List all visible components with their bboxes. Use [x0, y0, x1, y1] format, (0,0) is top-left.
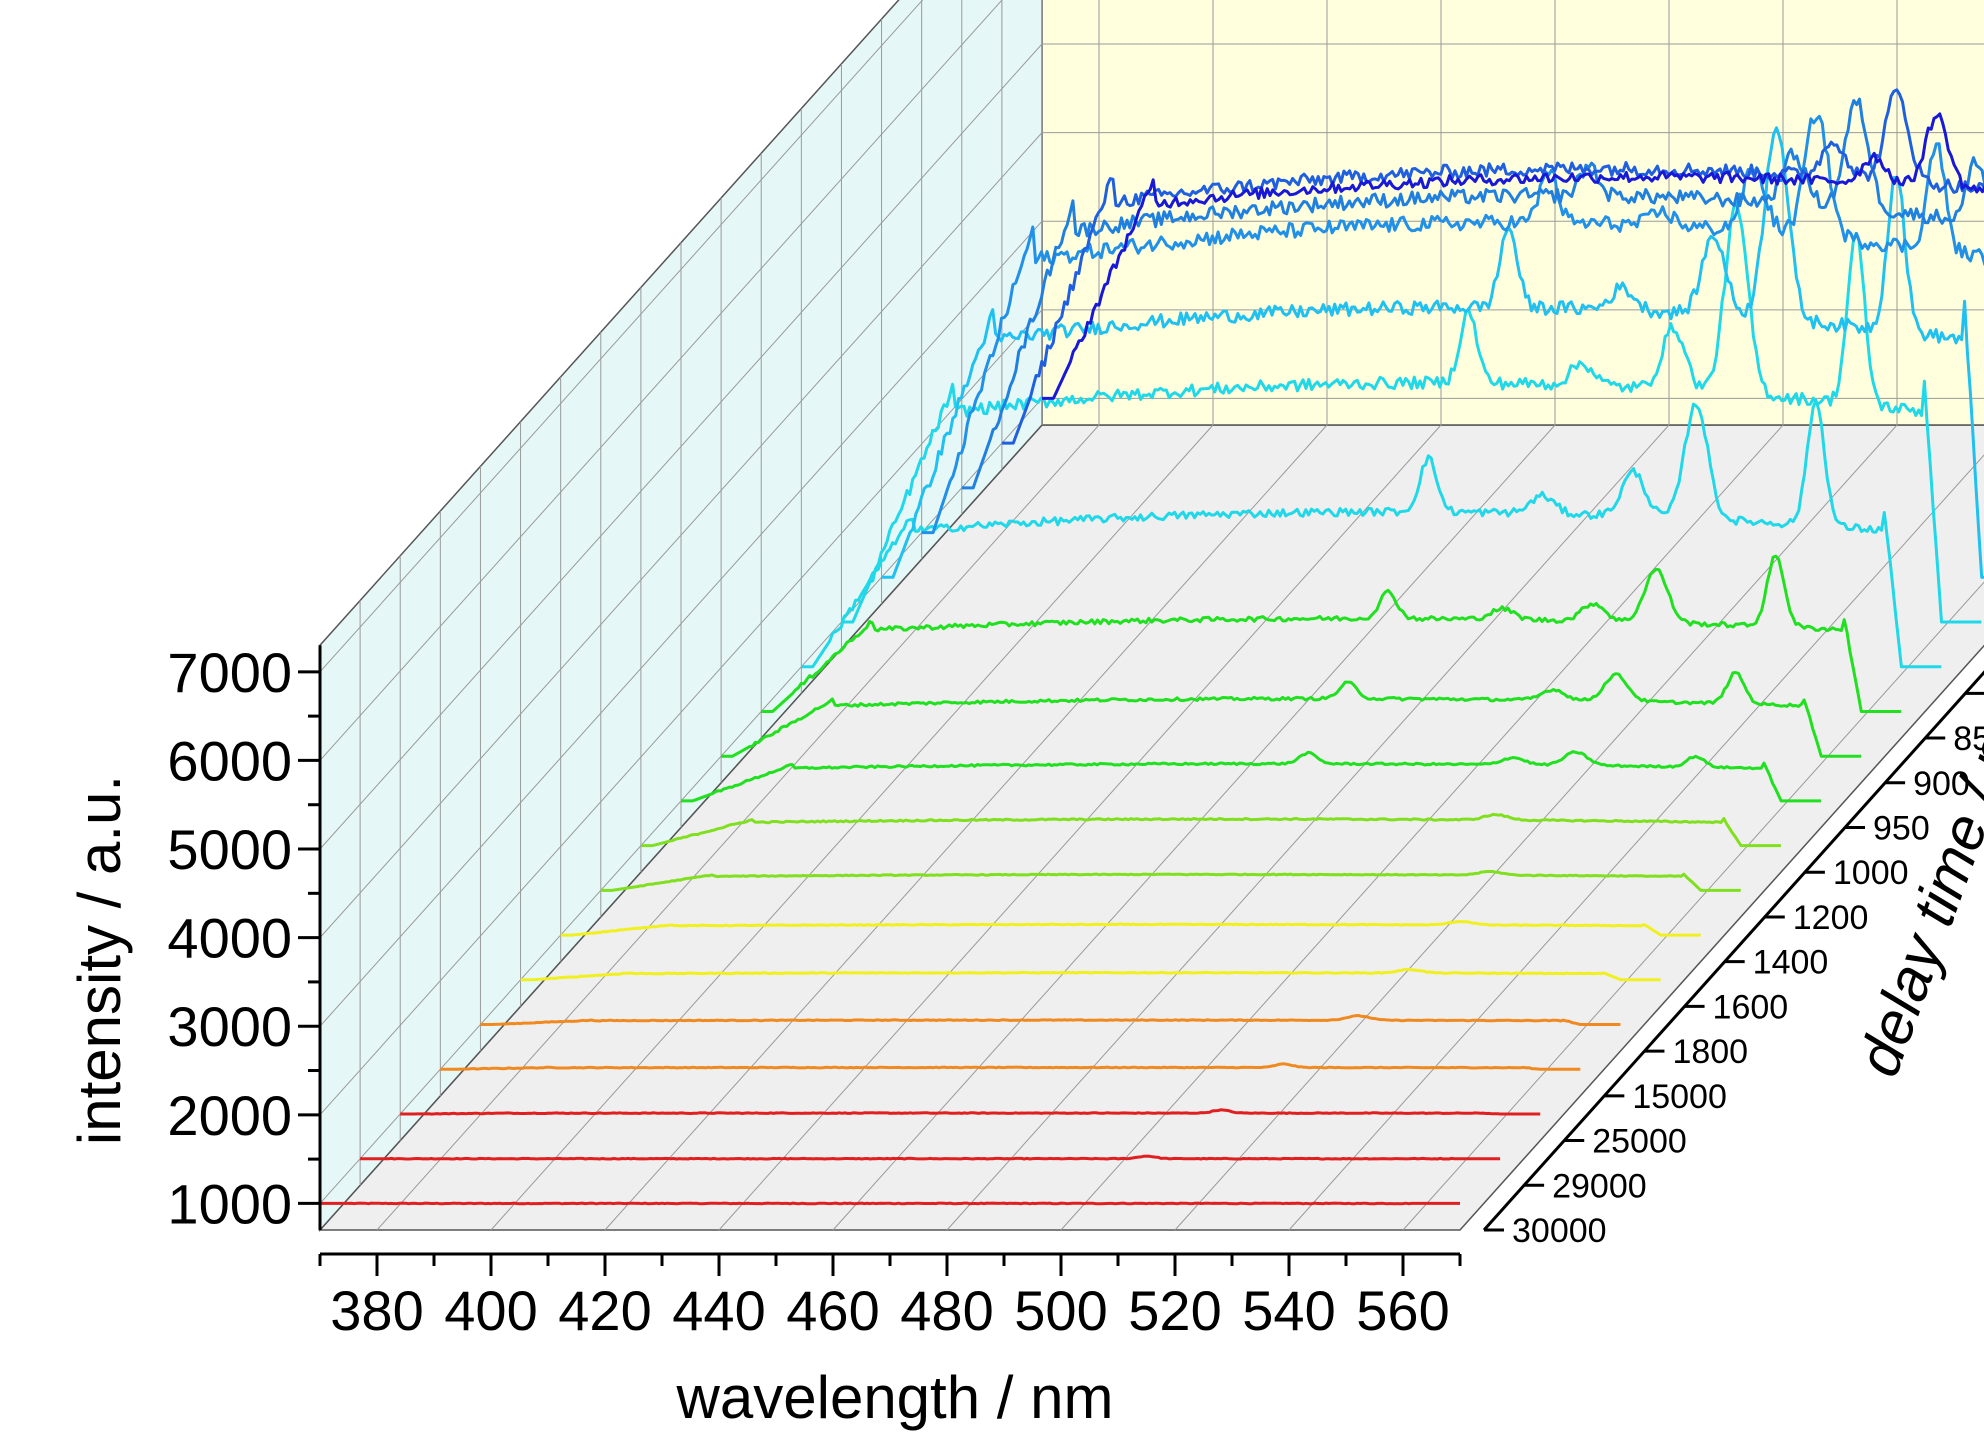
x-tick-label: 560 [1356, 1279, 1449, 1342]
y-tick-label: 2000 [167, 1084, 292, 1147]
floor-gridline [1402, 581, 1984, 1231]
z-tick-label: 1600 [1713, 988, 1789, 1026]
trace-delay-650 [921, 114, 1984, 535]
floor-gridline [718, 424, 1442, 1231]
axes [298, 645, 1984, 1276]
trace-delay-950 [681, 750, 1821, 803]
x-axis-title: wavelength / nm [676, 1364, 1114, 1431]
y-axis-title: intensity / a.u. [66, 775, 133, 1145]
y-tick-label: 7000 [167, 641, 292, 704]
y-tick-label: 3000 [167, 995, 292, 1058]
trace-fill-1200 [601, 872, 1741, 917]
z-tick-label: 900 [1913, 765, 1970, 803]
y-tick-label: 1000 [167, 1172, 292, 1235]
x-tick-label: 420 [558, 1279, 651, 1342]
z-tick-label: 15000 [1632, 1078, 1727, 1116]
spectra-traces [320, 88, 1984, 1230]
x-tick-label: 400 [444, 1279, 537, 1342]
z-tick-label: 1800 [1672, 1033, 1748, 1071]
z-tick-label: 1000 [1833, 854, 1909, 892]
z-tick-label: 850 [1953, 720, 1984, 758]
trace-delay-1400 [560, 920, 1701, 937]
x-tick-label: 440 [672, 1279, 765, 1342]
trace-delay-850 [761, 554, 1902, 713]
trace-delay-1800 [480, 1014, 1621, 1026]
y-tick-label: 4000 [167, 907, 292, 970]
x-tick-label: 380 [330, 1279, 423, 1342]
trace-delay-1600 [520, 967, 1661, 982]
z-tick-label: 29000 [1552, 1167, 1647, 1205]
trace-delay-15000 [440, 1062, 1581, 1071]
trace-fill-1400 [561, 922, 1701, 962]
trace-delay-900 [721, 671, 1862, 758]
z-tick-label: 950 [1873, 810, 1930, 848]
z-tick-label: 1400 [1753, 944, 1829, 982]
floor-gridline [832, 424, 1556, 1231]
floor-gridline [1060, 424, 1784, 1231]
trace-fill-29000 [360, 1156, 1500, 1185]
z-tick-label: 1200 [1793, 899, 1869, 937]
z-tick-label: 30000 [1512, 1212, 1607, 1250]
floor-gridline [490, 424, 1214, 1231]
x-tick-label: 520 [1128, 1279, 1221, 1342]
trace-delay-25000 [400, 1108, 1541, 1116]
x-tick-label: 480 [900, 1279, 993, 1342]
trace-delay-800 [801, 398, 1942, 669]
trace-delay-700 [881, 126, 1984, 579]
floor-gridline [376, 424, 1100, 1231]
y-tick-label: 6000 [167, 729, 292, 792]
floor-gridline [604, 424, 1328, 1231]
tick-labels: 1000 2000 3000 4000 5000 6000 7000 380 400 420 440… [167, 641, 1984, 1342]
trace-delay-500 [1042, 112, 1984, 400]
x-tick-label: 540 [1242, 1279, 1335, 1342]
trace-delay-30000 [320, 1201, 1460, 1206]
y-tick-label: 5000 [167, 818, 292, 881]
trace-delay-1000 [640, 812, 1781, 848]
trace-delay-29000 [360, 1154, 1501, 1161]
trace-fill-30000 [320, 1203, 1460, 1230]
trace-delay-1200 [600, 870, 1741, 892]
trace-delay-550 [1001, 88, 1984, 445]
floor-gridline [946, 424, 1670, 1231]
z-tick-label: 25000 [1592, 1123, 1687, 1161]
x-tick-label: 500 [1014, 1279, 1107, 1342]
trace-delay-600 [961, 97, 1984, 490]
x-tick-label: 460 [786, 1279, 879, 1342]
